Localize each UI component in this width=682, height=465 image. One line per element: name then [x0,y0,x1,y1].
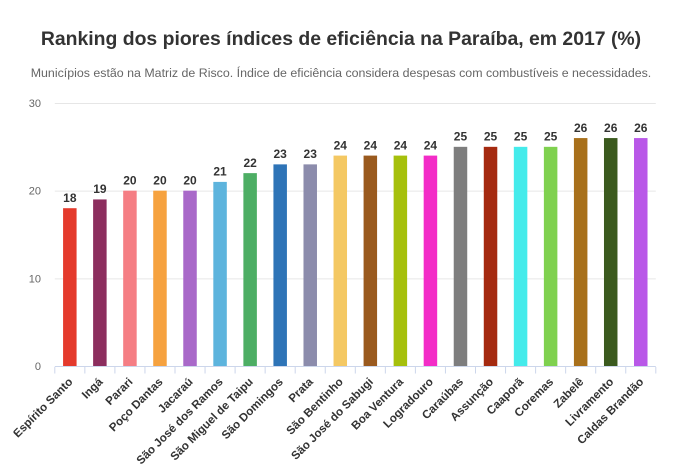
svg-text:23: 23 [304,147,318,161]
svg-text:25: 25 [544,130,558,144]
svg-text:24: 24 [424,138,438,152]
svg-text:25: 25 [514,130,528,144]
svg-text:20: 20 [153,173,167,187]
svg-text:21: 21 [213,165,227,179]
svg-text:30: 30 [29,98,41,110]
svg-text:26: 26 [604,121,618,135]
svg-text:19: 19 [93,182,107,196]
svg-text:Municípios estão na Matriz de: Municípios estão na Matriz de Risco. Índ… [31,65,652,80]
svg-text:25: 25 [454,130,468,144]
svg-text:0: 0 [35,361,41,373]
svg-text:10: 10 [29,273,41,285]
svg-text:24: 24 [334,138,348,152]
svg-text:25: 25 [484,130,498,144]
svg-text:20: 20 [183,173,197,187]
svg-text:26: 26 [634,121,648,135]
svg-text:20: 20 [29,186,41,198]
svg-text:18: 18 [63,191,77,205]
svg-text:20: 20 [123,173,137,187]
svg-text:Ranking dos piores índices de: Ranking dos piores índices de eficiência… [41,28,641,50]
svg-text:22: 22 [243,156,257,170]
svg-text:24: 24 [364,138,378,152]
svg-text:26: 26 [574,121,588,135]
svg-text:24: 24 [394,138,408,152]
svg-text:23: 23 [274,147,288,161]
